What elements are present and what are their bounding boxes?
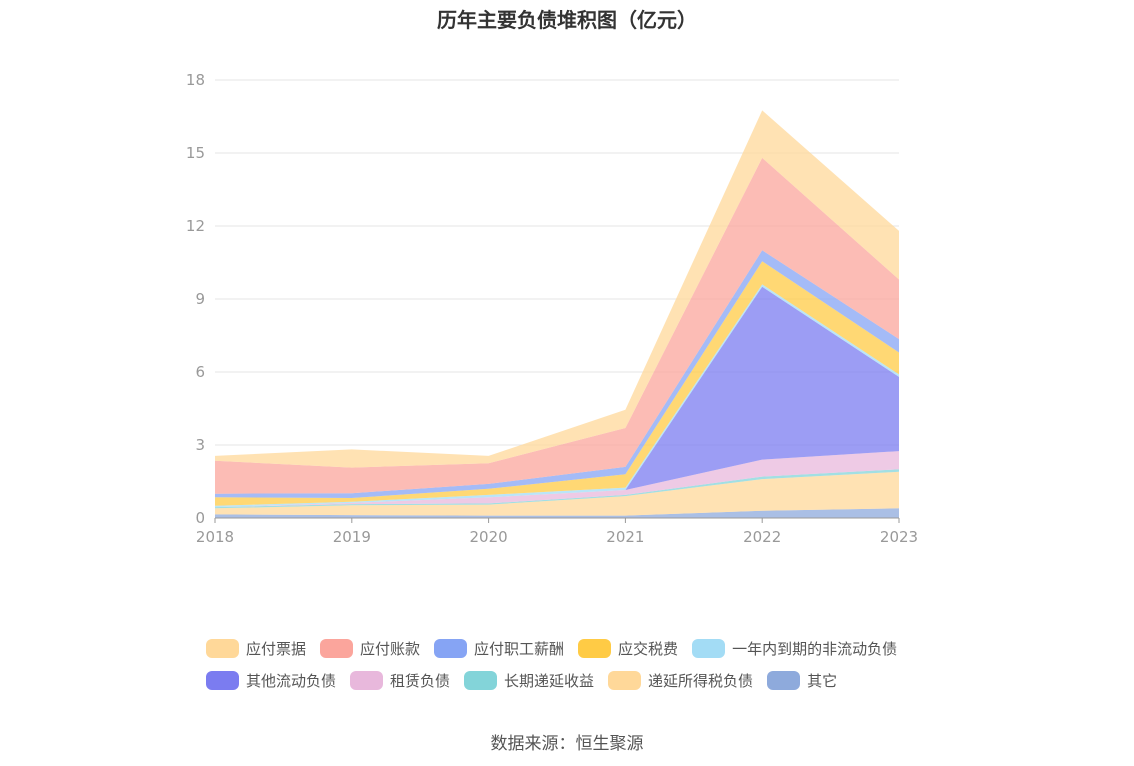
legend-item[interactable]: 长期递延收益 xyxy=(464,670,594,691)
legend-item[interactable]: 应付职工薪酬 xyxy=(434,638,564,659)
y-tick-label: 3 xyxy=(195,436,205,454)
area-series xyxy=(215,286,899,508)
y-tick-label: 6 xyxy=(195,363,205,381)
legend-swatch xyxy=(206,638,239,658)
legend-label: 一年内到期的非流动负债 xyxy=(732,639,898,658)
x-tick-label: 2023 xyxy=(880,528,918,546)
legend-swatch xyxy=(464,670,498,690)
legend-label: 递延所得税负债 xyxy=(648,671,754,690)
area-series xyxy=(215,451,899,508)
stacked-area-chart: 0 3 6 9 12 15 18 2018 2019 2020 2021 2022 2023 xyxy=(186,71,918,546)
legend-item[interactable]: 其它 xyxy=(767,670,837,691)
area-series xyxy=(215,110,899,468)
legend-swatch xyxy=(320,638,354,658)
y-tick-label: 12 xyxy=(186,217,205,235)
source-note: 数据来源：恒生聚源 xyxy=(490,734,644,754)
area-series xyxy=(215,261,899,506)
legend-swatch xyxy=(608,670,642,690)
legend-label: 应交税费 xyxy=(618,639,679,658)
area-series xyxy=(215,471,899,516)
y-tick-label: 9 xyxy=(195,290,205,308)
y-tick-label: 18 xyxy=(186,71,205,89)
legend-label: 长期递延收益 xyxy=(504,671,595,690)
legend-label: 其它 xyxy=(807,671,838,690)
x-tick-label: 2020 xyxy=(470,528,508,546)
legend-item[interactable]: 应付票据 xyxy=(206,638,306,659)
legend-item[interactable]: 租赁负债 xyxy=(350,670,450,691)
legend-row: 其他流动负债 租赁负债 长期递延收益 递延所得税负债 其它 xyxy=(206,664,966,696)
area-series xyxy=(215,110,899,518)
area-series xyxy=(215,250,899,498)
x-tick-label: 2022 xyxy=(743,528,781,546)
y-tick-label: 15 xyxy=(186,144,205,162)
legend-swatch xyxy=(206,670,239,690)
legend-swatch xyxy=(692,638,726,658)
legend-row: 应付票据 应付账款 应付职工薪酬 应交税费 一年内到期的非流动负债 xyxy=(206,632,966,664)
chart-title: 历年主要负债堆积图（亿元） xyxy=(437,8,697,32)
legend-label: 应付职工薪酬 xyxy=(474,639,565,658)
legend-label: 租赁负债 xyxy=(390,671,451,690)
grid-lines xyxy=(215,79,899,446)
x-tick-label: 2021 xyxy=(606,528,644,546)
legend-item[interactable]: 应付账款 xyxy=(320,638,420,659)
legend-item[interactable]: 其他流动负债 xyxy=(206,670,336,691)
legend-swatch xyxy=(767,670,801,690)
axes: 0 3 6 9 12 15 18 2018 2019 2020 2021 2022 2023 xyxy=(186,71,918,546)
legend-swatch xyxy=(350,670,384,690)
legend-item[interactable]: 应交税费 xyxy=(578,638,678,659)
legend-item[interactable]: 递延所得税负债 xyxy=(608,670,753,691)
area-series xyxy=(215,508,899,518)
legend: 应付票据 应付账款 应付职工薪酬 应交税费 一年内到期的非流动负债 其他流动负债 租赁负债… xyxy=(206,632,966,696)
area-series xyxy=(215,469,899,509)
legend-label: 其他流动负债 xyxy=(246,671,337,690)
legend-item[interactable]: 一年内到期的非流动负债 xyxy=(692,638,897,659)
legend-label: 应付账款 xyxy=(360,639,421,658)
x-tick-label: 2019 xyxy=(333,528,371,546)
y-tick-label: 0 xyxy=(195,509,205,527)
legend-label: 应付票据 xyxy=(246,639,307,658)
x-tick-label: 2018 xyxy=(196,528,234,546)
legend-swatch xyxy=(578,638,612,658)
area-series xyxy=(215,157,899,494)
legend-swatch xyxy=(434,638,468,658)
